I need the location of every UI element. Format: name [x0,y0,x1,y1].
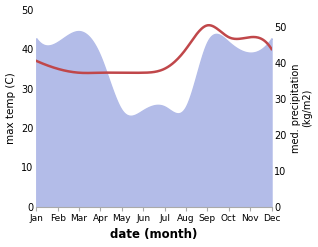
X-axis label: date (month): date (month) [110,228,197,242]
Y-axis label: max temp (C): max temp (C) [5,72,16,144]
Y-axis label: med. precipitation
(kg/m2): med. precipitation (kg/m2) [291,63,313,153]
